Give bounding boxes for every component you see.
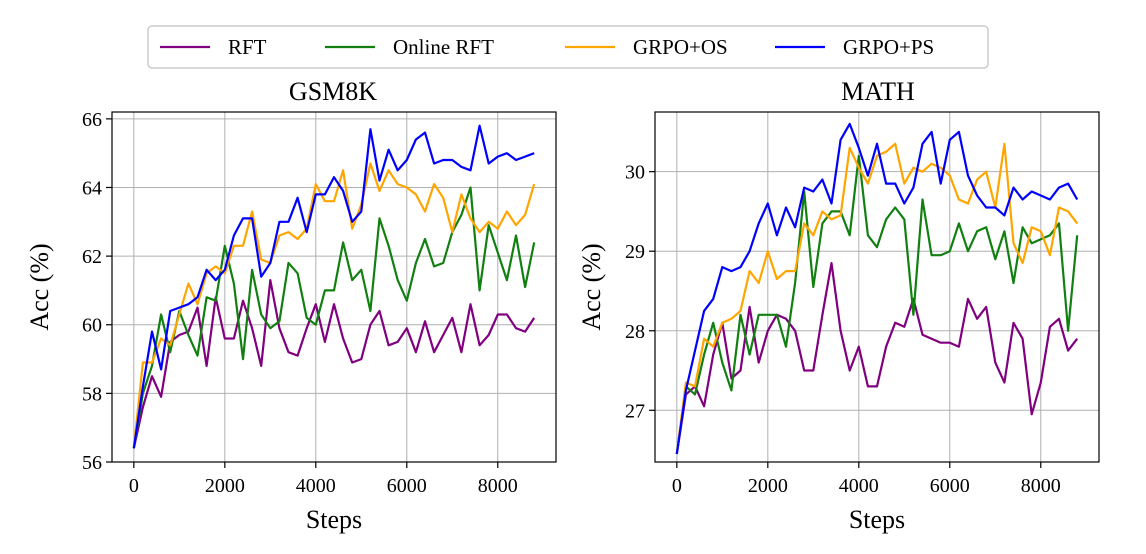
chart-title: MATH xyxy=(841,77,915,106)
x-tick-label: 2000 xyxy=(748,475,788,497)
x-tick-label: 6000 xyxy=(387,475,427,497)
plot-frame xyxy=(654,111,1100,463)
y-axis-label: Acc (%) xyxy=(25,243,54,330)
y-axis-label: Acc (%) xyxy=(577,243,606,330)
y-tick-label: 27 xyxy=(625,400,645,422)
x-tick-label: 4000 xyxy=(296,475,336,497)
x-tick-label: 8000 xyxy=(1021,475,1061,497)
series-line-rft xyxy=(132,279,536,449)
legend-entry-online-rft: Online RFT xyxy=(325,35,494,59)
series-line-grpo-ps xyxy=(675,122,1079,455)
legend-label-rft: RFT xyxy=(228,35,267,59)
legend-entry-rft: RFT xyxy=(160,35,267,59)
legend: RFT Online RFT GRPO+OS GRPO+PS xyxy=(147,25,989,69)
y-tick-label: 56 xyxy=(82,452,102,474)
series-lines xyxy=(132,124,536,449)
plot-frame xyxy=(111,111,557,463)
series-line-grpo-os xyxy=(675,142,1079,455)
y-tick-label: 64 xyxy=(82,177,102,199)
legend-label-grpo-ps: GRPO+PS xyxy=(843,35,934,59)
y-tick-label: 58 xyxy=(82,383,102,405)
x-tick-label: 4000 xyxy=(839,475,879,497)
y-tick-label: 30 xyxy=(625,162,645,184)
x-tick-label: 8000 xyxy=(478,475,518,497)
chart-gsm8k: GSM8K 0 2000 4000 6000 8000 56 58 60 62 64 66 Step… xyxy=(25,77,557,534)
grid-lines xyxy=(655,112,1099,462)
y-tick-label: 60 xyxy=(82,315,102,337)
y-tick-label: 28 xyxy=(625,321,645,343)
axis-ticks: 0 2000 4000 6000 8000 56 58 60 62 64 66 xyxy=(82,109,518,497)
x-tick-label: 6000 xyxy=(930,475,970,497)
x-tick-label: 0 xyxy=(672,475,682,497)
y-tick-label: 29 xyxy=(625,241,645,263)
series-line-grpo-ps xyxy=(132,124,535,449)
x-axis-label: Steps xyxy=(306,505,362,534)
series-line-rft xyxy=(675,262,1079,455)
legend-entry-grpo-os: GRPO+OS xyxy=(565,35,728,59)
legend-entry-grpo-ps: GRPO+PS xyxy=(775,35,934,59)
series-lines xyxy=(675,122,1079,455)
x-tick-label: 0 xyxy=(129,475,139,497)
axis-ticks: 0 2000 4000 6000 8000 27 28 29 30 xyxy=(625,162,1061,497)
series-line-online-rft xyxy=(132,186,536,449)
y-tick-label: 66 xyxy=(82,109,102,131)
legend-label-online-rft: Online RFT xyxy=(393,35,494,59)
x-axis-label: Steps xyxy=(849,505,905,534)
series-line-online-rft xyxy=(675,154,1079,455)
chart-title: GSM8K xyxy=(289,77,377,106)
legend-label-grpo-os: GRPO+OS xyxy=(633,35,728,59)
chart-math: MATH 0 2000 4000 6000 8000 27 28 29 30 Steps Acc… xyxy=(577,77,1100,534)
y-tick-label: 62 xyxy=(82,246,102,268)
x-tick-label: 2000 xyxy=(205,475,245,497)
series-line-grpo-os xyxy=(132,162,536,449)
